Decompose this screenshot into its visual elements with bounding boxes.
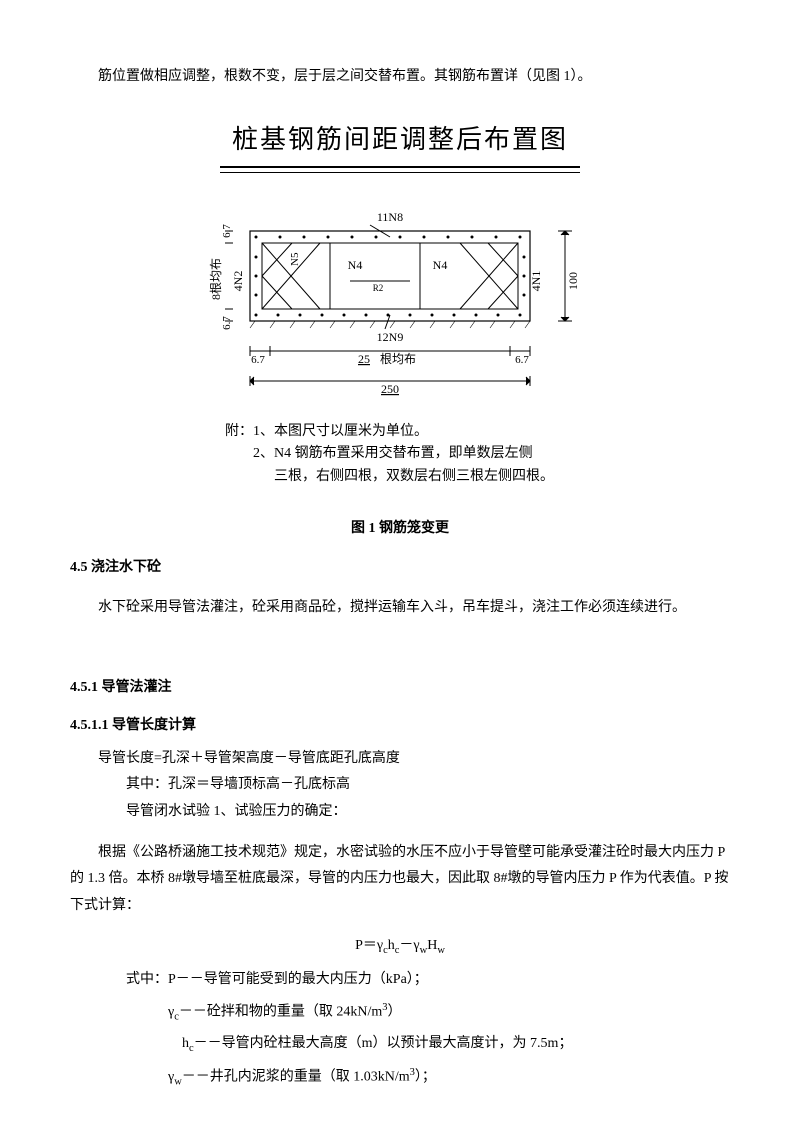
rebar-diagram: 11N8 12N9 N4 N4 R2 N5 4N2 4N1 8根均布 6.7 6… [170, 191, 630, 411]
dim-67-b1: 6.7 [251, 354, 265, 366]
formula-p: P＝γchc－γwHw [70, 933, 730, 961]
dim-67-b2: 6.7 [515, 354, 529, 366]
diagram-container: 11N8 12N9 N4 N4 R2 N5 4N2 4N1 8根均布 6.7 6… [70, 191, 730, 411]
diagram-notes: 附：1、本图尺寸以厘米为单位。 附：2、N4 钢筋布置采用交替布置，即单数层左侧… [225, 421, 730, 488]
label-n4-1: N4 [348, 258, 363, 272]
explain-label: 式中： [126, 972, 168, 987]
explain-2: γc－－砼拌和物的重量（取 24kN/m3） [168, 998, 730, 1027]
dim-25-label: 根均布 [380, 352, 416, 366]
dim-250: 250 [381, 382, 399, 396]
dim-100: 100 [566, 272, 580, 290]
note-prefix: 附： [225, 424, 253, 439]
label-n5: N5 [289, 252, 301, 266]
explain-block: 式中：P－－导管可能受到的最大内压力（kPa）； γc－－砼拌和物的重量（取 2… [126, 967, 730, 1092]
para-4-5-1-1: 根据《公路桥涵施工技术规范》规定，水密试验的水压不应小于导管壁可能承受灌注砼时最… [70, 840, 730, 920]
explain-4: γw－－井孔内泥浆的重量（取 1.03kN/m3）； [168, 1063, 730, 1092]
label-r2: R2 [373, 283, 384, 293]
heading-4-5-1: 4.5.1 导管法灌注 [70, 675, 730, 702]
label-4n1: 4N1 [529, 271, 543, 292]
calc-line-1: 导管长度=孔深＋导管架高度－导管底距孔底高度 [98, 746, 730, 773]
calc-line-3: 导管闭水试验 1、试验压力的确定： [126, 799, 730, 826]
heading-4-5: 4.5 浇注水下砼 [70, 555, 730, 582]
note-1: 1、本图尺寸以厘米为单位。 [253, 424, 428, 439]
dim-67-bl: 6.7 [221, 316, 233, 330]
explain-1: P－－导管可能受到的最大内压力（kPa）； [168, 972, 428, 987]
explain-3: hc－－导管内砼柱最大高度（m）以预计最大高度计，为 7.5m； [182, 1031, 730, 1059]
diagram-title: 桩基钢筋间距调整后布置图 [70, 115, 730, 164]
para-4-5: 水下砼采用导管法灌注，砼采用商品砼，搅拌运输车入斗，吊车提斗，浇注工作必须连续进… [70, 595, 730, 622]
dim-25: 25 [358, 352, 370, 366]
figure-caption: 图 1 钢筋笼变更 [70, 516, 730, 543]
label-4n2: 4N2 [231, 271, 245, 292]
label-n4-2: N4 [433, 258, 448, 272]
heading-4-5-1-1: 4.5.1.1 导管长度计算 [70, 713, 730, 740]
note-2: 2、N4 钢筋布置采用交替布置，即单数层左侧 [253, 446, 533, 461]
note-2b: 三根，右侧四根，双数层右侧三根左侧四根。 [274, 469, 554, 484]
label-top: 11N8 [377, 210, 403, 224]
calc-line-2: 其中：孔深＝导墙顶标高－孔底标高 [126, 772, 730, 799]
title-underline [220, 166, 580, 173]
label-bottom: 12N9 [377, 330, 404, 344]
label-8roots: 8根均布 [209, 258, 223, 300]
intro-paragraph: 筋位置做相应调整，根数不变，层于层之间交替布置。其钢筋布置详（见图 1）。 [70, 64, 730, 91]
